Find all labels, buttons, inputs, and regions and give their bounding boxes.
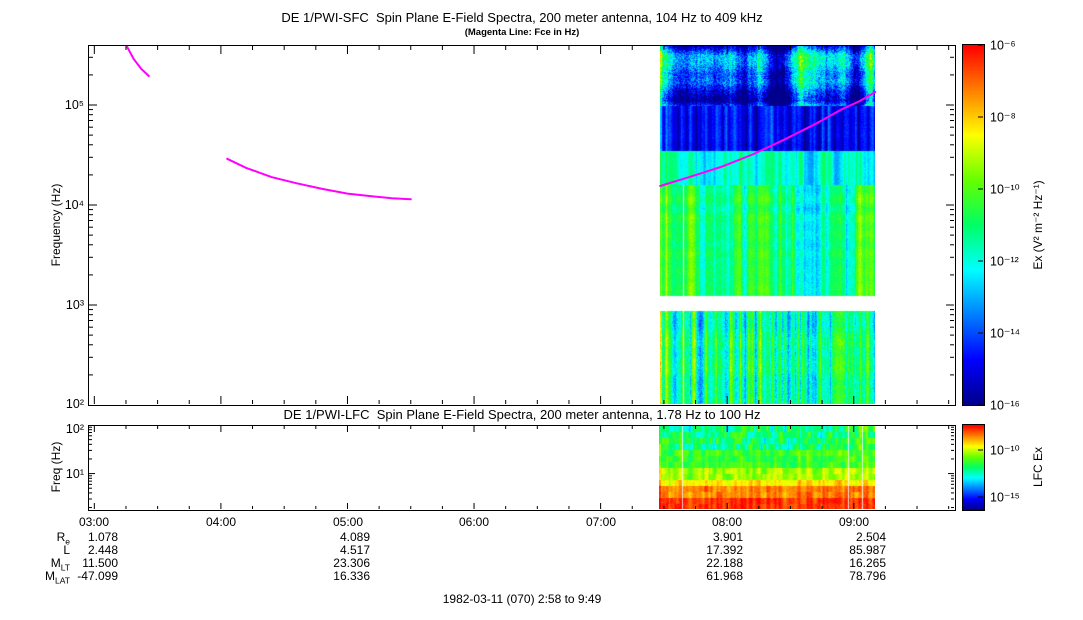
- ephemeris-value: 16.265: [849, 556, 886, 570]
- ephemeris-value: 22.188: [706, 556, 743, 570]
- ephemeris-value: 61.968: [706, 569, 743, 583]
- sfc-colorbar-tick: 10⁻¹⁴: [990, 326, 1021, 341]
- lfc-colorbar: [962, 424, 985, 511]
- x-tick-label: 07:00: [585, 515, 617, 529]
- sfc-plot-area: [88, 45, 956, 406]
- sfc-ylabel: Frequency (Hz): [49, 183, 63, 267]
- x-tick-label: 09:00: [838, 515, 870, 529]
- lfc-plot-area: [88, 425, 956, 511]
- ephemeris-value: 2.448: [87, 543, 118, 557]
- sfc-colorbar-tick: 10⁻⁶: [990, 38, 1016, 53]
- sfc-title: DE 1/PWI-SFC Spin Plane E-Field Spectra,…: [281, 10, 763, 25]
- ephemeris-value: 17.392: [706, 543, 743, 557]
- sfc-colorbar: [962, 44, 985, 406]
- sfc-colorbar-label: Ex (V² m⁻² Hz⁻¹): [1031, 180, 1045, 270]
- lfc-ytick-label: 10²: [65, 422, 84, 436]
- lfc-spectrogram-canvas: [659, 426, 875, 509]
- lfc-ytick-label: 10¹: [65, 467, 84, 481]
- x-tick-label: 08:00: [711, 515, 743, 529]
- ephemeris-label: MLAT: [45, 569, 70, 586]
- lfc-title: DE 1/PWI-LFC Spin Plane E-Field Spectra,…: [283, 407, 761, 422]
- sfc-ytick-label: 10⁵: [64, 98, 84, 112]
- x-tick-label: 05:00: [332, 515, 364, 529]
- lfc-colorbar-tick: 10⁻¹⁰: [990, 443, 1020, 458]
- ephemeris-value: -47.099: [77, 569, 118, 583]
- sfc-ytick-label: 10⁴: [64, 198, 84, 212]
- ephemeris-value: 16.336: [333, 569, 370, 583]
- ephemeris-value: 78.796: [849, 569, 886, 583]
- x-tick-label: 04:00: [205, 515, 237, 529]
- sfc-subtitle: (Magenta Line: Fce in Hz): [464, 27, 580, 38]
- x-tick-label: 06:00: [458, 515, 490, 529]
- ephemeris-value: 1.078: [87, 530, 118, 544]
- sfc-colorbar-tick: 10⁻⁸: [990, 110, 1016, 125]
- ephemeris-row-l: L 2.448 4.517 17.392 85.987: [0, 543, 1083, 557]
- ephemeris-label: Re: [56, 530, 70, 547]
- sfc-ytick-label: 10³: [65, 298, 84, 312]
- ephemeris-row-mlat: MLAT -47.099 16.336 61.968 78.796: [0, 569, 1083, 586]
- ephemeris-value: 85.987: [849, 543, 886, 557]
- ephemeris-value: 23.306: [333, 556, 370, 570]
- ephemeris-label: MLT: [50, 556, 70, 573]
- x-tick-label: 03:00: [78, 515, 110, 529]
- lfc-colorbar-label: LFC Ex: [1031, 446, 1045, 488]
- sfc-colorbar-tick: 10⁻¹²: [990, 254, 1019, 269]
- sfc-colorbar-tick: 10⁻¹⁶: [990, 398, 1020, 413]
- ephemeris-row-mlt: MLT 11.500 23.306 22.188 16.265: [0, 556, 1083, 573]
- sfc-colorbar-tick: 10⁻¹⁰: [990, 182, 1020, 197]
- lfc-colorbar-tick: 10⁻¹⁵: [990, 490, 1020, 505]
- ephemeris-value: 2.504: [855, 530, 886, 544]
- sfc-ytick-label: 10²: [65, 397, 84, 411]
- footer-date-range: 1982-03-11 (070) 2:58 to 9:49: [442, 592, 602, 606]
- ephemeris-value: 11.500: [82, 556, 118, 570]
- ephemeris-value: 4.089: [339, 530, 370, 544]
- ephemeris-row-re: Re 1.078 4.089 3.901 2.504: [0, 530, 1083, 547]
- ephemeris-label: L: [63, 543, 70, 557]
- ephemeris-value: 4.517: [339, 543, 370, 557]
- ephemeris-value: 3.901: [712, 530, 743, 544]
